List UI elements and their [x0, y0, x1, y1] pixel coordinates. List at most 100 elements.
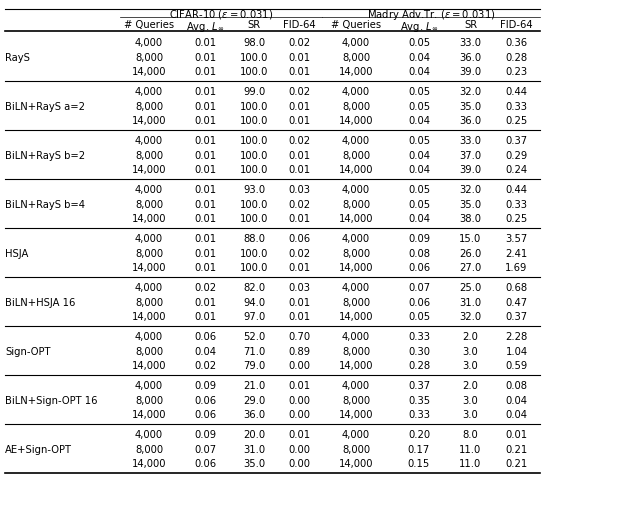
Text: 14,000: 14,000 — [132, 361, 166, 371]
Text: AE+Sign-OPT: AE+Sign-OPT — [5, 445, 72, 455]
Text: 94.0: 94.0 — [243, 298, 265, 308]
Text: 79.0: 79.0 — [243, 361, 265, 371]
Text: 0.30: 0.30 — [408, 347, 430, 357]
Text: 0.01: 0.01 — [194, 234, 216, 244]
Text: 100.0: 100.0 — [240, 52, 268, 63]
Text: 3.0: 3.0 — [463, 410, 478, 420]
Text: 82.0: 82.0 — [243, 283, 265, 293]
Text: 14,000: 14,000 — [132, 165, 166, 175]
Text: 0.00: 0.00 — [288, 396, 310, 405]
Text: 0.01: 0.01 — [194, 249, 216, 259]
Text: 32.0: 32.0 — [460, 185, 481, 195]
Text: 4,000: 4,000 — [135, 283, 163, 293]
Text: 8,000: 8,000 — [135, 396, 163, 405]
Text: 0.06: 0.06 — [194, 459, 216, 469]
Text: 0.21: 0.21 — [506, 445, 527, 455]
Text: 8,000: 8,000 — [135, 151, 163, 161]
Text: 0.03: 0.03 — [288, 283, 310, 293]
Text: 0.06: 0.06 — [194, 410, 216, 420]
Text: 2.0: 2.0 — [463, 381, 479, 391]
Text: 0.01: 0.01 — [288, 67, 310, 77]
Text: 0.44: 0.44 — [506, 87, 527, 97]
Text: 0.01: 0.01 — [194, 38, 216, 48]
Text: 0.02: 0.02 — [288, 249, 310, 259]
Text: 4,000: 4,000 — [342, 136, 370, 146]
Text: 0.07: 0.07 — [408, 283, 430, 293]
Text: 4,000: 4,000 — [135, 381, 163, 391]
Text: 0.33: 0.33 — [506, 102, 527, 112]
Text: 0.59: 0.59 — [506, 361, 527, 371]
Text: # Queries: # Queries — [331, 20, 381, 30]
Text: 0.04: 0.04 — [506, 410, 527, 420]
Text: 0.04: 0.04 — [194, 347, 216, 357]
Text: 26.0: 26.0 — [460, 249, 482, 259]
Text: SR: SR — [248, 20, 260, 30]
Text: 3.0: 3.0 — [463, 347, 478, 357]
Text: 2.28: 2.28 — [506, 332, 527, 342]
Text: 0.02: 0.02 — [194, 361, 216, 371]
Text: 3.57: 3.57 — [506, 234, 527, 244]
Text: 0.68: 0.68 — [506, 283, 527, 293]
Text: FID-64: FID-64 — [500, 20, 533, 30]
Text: 31.0: 31.0 — [243, 445, 265, 455]
Text: 8,000: 8,000 — [342, 396, 370, 405]
Text: 8,000: 8,000 — [342, 298, 370, 308]
Text: 4,000: 4,000 — [135, 332, 163, 342]
Text: 32.0: 32.0 — [460, 87, 481, 97]
Text: 0.02: 0.02 — [194, 283, 216, 293]
Text: 0.33: 0.33 — [506, 200, 527, 210]
Text: 0.01: 0.01 — [194, 116, 216, 126]
Text: 0.01: 0.01 — [194, 165, 216, 175]
Text: 0.01: 0.01 — [194, 151, 216, 161]
Text: 14,000: 14,000 — [339, 67, 373, 77]
Text: 21.0: 21.0 — [243, 381, 265, 391]
Text: 0.01: 0.01 — [288, 298, 310, 308]
Text: 100.0: 100.0 — [240, 263, 268, 273]
Text: 8,000: 8,000 — [135, 102, 163, 112]
Text: 0.01: 0.01 — [288, 151, 310, 161]
Text: 0.37: 0.37 — [506, 312, 527, 322]
Text: 0.09: 0.09 — [194, 430, 216, 440]
Text: 4,000: 4,000 — [135, 136, 163, 146]
Text: 4,000: 4,000 — [135, 234, 163, 244]
Text: 14,000: 14,000 — [132, 116, 166, 126]
Text: 8,000: 8,000 — [342, 445, 370, 455]
Text: 35.0: 35.0 — [460, 102, 481, 112]
Text: 39.0: 39.0 — [460, 67, 481, 77]
Text: 0.08: 0.08 — [408, 249, 430, 259]
Text: 100.0: 100.0 — [240, 214, 268, 224]
Text: 0.36: 0.36 — [506, 38, 527, 48]
Text: 0.15: 0.15 — [408, 459, 430, 469]
Text: 100.0: 100.0 — [240, 165, 268, 175]
Text: CIFAR-10 ($\epsilon = 0.031$): CIFAR-10 ($\epsilon = 0.031$) — [169, 8, 273, 21]
Text: 4,000: 4,000 — [342, 234, 370, 244]
Text: 33.0: 33.0 — [460, 38, 481, 48]
Text: 14,000: 14,000 — [339, 361, 373, 371]
Text: 36.0: 36.0 — [243, 410, 265, 420]
Text: 14,000: 14,000 — [339, 116, 373, 126]
Text: 0.05: 0.05 — [408, 200, 430, 210]
Text: BiLN+RayS a=2: BiLN+RayS a=2 — [5, 102, 85, 112]
Text: 0.01: 0.01 — [194, 298, 216, 308]
Text: 8,000: 8,000 — [135, 445, 163, 455]
Text: 8,000: 8,000 — [135, 52, 163, 63]
Text: 0.09: 0.09 — [194, 381, 216, 391]
Text: 4,000: 4,000 — [135, 430, 163, 440]
Text: 0.01: 0.01 — [288, 165, 310, 175]
Text: 0.06: 0.06 — [288, 234, 310, 244]
Text: 8,000: 8,000 — [342, 151, 370, 161]
Text: Sign-OPT: Sign-OPT — [5, 347, 51, 357]
Text: 4,000: 4,000 — [342, 185, 370, 195]
Text: 0.05: 0.05 — [408, 185, 430, 195]
Text: 0.02: 0.02 — [288, 38, 310, 48]
Text: 0.01: 0.01 — [288, 102, 310, 112]
Text: HSJA: HSJA — [5, 249, 28, 259]
Text: 0.01: 0.01 — [194, 136, 216, 146]
Text: 14,000: 14,000 — [339, 165, 373, 175]
Text: 0.17: 0.17 — [408, 445, 430, 455]
Text: 39.0: 39.0 — [460, 165, 481, 175]
Text: 0.01: 0.01 — [288, 263, 310, 273]
Text: 0.01: 0.01 — [194, 263, 216, 273]
Text: 8.0: 8.0 — [463, 430, 478, 440]
Text: 27.0: 27.0 — [460, 263, 482, 273]
